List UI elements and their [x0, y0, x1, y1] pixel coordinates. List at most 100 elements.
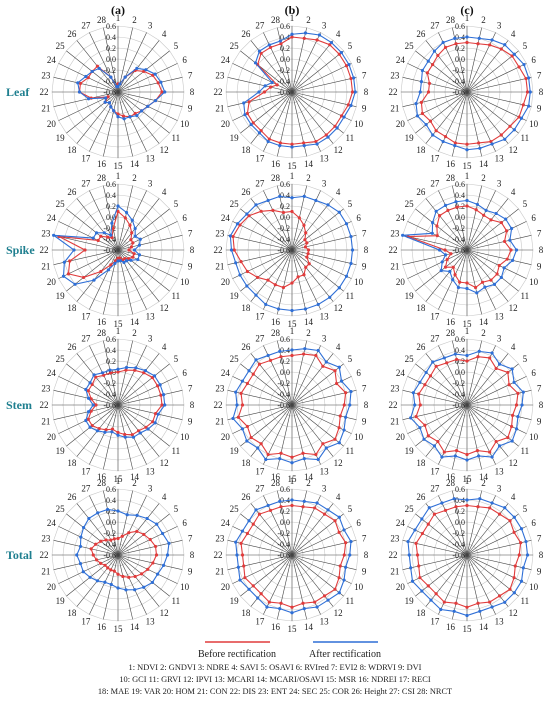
- spoke: [103, 27, 119, 93]
- spoke-label: 5: [174, 41, 179, 51]
- point-after: [418, 90, 422, 94]
- point-before: [305, 255, 309, 259]
- spoke-label: 17: [81, 467, 91, 477]
- point-before: [111, 226, 115, 231]
- radial-tick-label: 0.6: [106, 180, 116, 189]
- point-before: [297, 216, 301, 220]
- point-after: [138, 237, 142, 241]
- radial-tick-label: 0.6: [106, 22, 116, 31]
- point-before: [454, 505, 458, 509]
- radial-tick-label: -0.6: [103, 551, 116, 560]
- spoke-label: 23: [215, 534, 225, 544]
- spoke-label: 3: [322, 483, 327, 493]
- point-after: [342, 528, 346, 532]
- spoke-label: 3: [322, 178, 327, 188]
- spoke: [425, 404, 468, 457]
- point-after: [475, 291, 479, 295]
- spoke-label: 26: [67, 187, 77, 197]
- spoke: [263, 249, 293, 310]
- spoke-label: 8: [364, 87, 369, 97]
- point-after: [116, 259, 120, 263]
- radar-panel: 1 234567891011121314151617181920212223242…: [40, 171, 195, 329]
- point-after: [140, 109, 144, 113]
- point-after: [138, 431, 142, 435]
- point-before: [514, 403, 519, 407]
- spoke: [466, 554, 482, 620]
- point-before: [120, 534, 124, 538]
- point-before: [86, 76, 90, 80]
- spoke-label: 5: [523, 354, 528, 364]
- point-before: [508, 519, 512, 523]
- spoke: [452, 404, 468, 470]
- radial-tick-label: -0.4: [103, 540, 116, 549]
- spoke-label: 25: [230, 199, 240, 209]
- point-after: [504, 217, 508, 221]
- point-after: [409, 566, 413, 570]
- point-after: [510, 367, 514, 371]
- point-after: [257, 131, 262, 135]
- point-before: [517, 65, 521, 69]
- point-before: [497, 594, 502, 598]
- spoke-label: 24: [47, 213, 57, 223]
- radar-panel: 1 234567891011121314151617181920212223242…: [389, 476, 544, 634]
- point-after: [302, 457, 306, 461]
- point-before: [476, 42, 480, 46]
- spoke: [466, 91, 532, 107]
- point-after: [314, 198, 318, 203]
- spoke: [250, 91, 293, 144]
- point-after: [510, 439, 514, 443]
- point-before: [314, 353, 318, 358]
- point-before: [245, 424, 249, 429]
- spoke-label: 3: [148, 333, 153, 343]
- point-before: [507, 383, 511, 387]
- radial-tick-label: 0.0: [280, 518, 290, 527]
- spoke: [466, 404, 509, 457]
- radial-tick-label: 0.6: [280, 335, 290, 344]
- spoke-label: 18: [241, 458, 251, 468]
- spoke: [117, 249, 170, 292]
- radial-tick-label: 0.2: [455, 44, 465, 53]
- spoke: [291, 554, 334, 607]
- point-before: [495, 272, 499, 276]
- spoke: [291, 249, 352, 279]
- point-before: [127, 256, 131, 261]
- point-after: [84, 74, 88, 79]
- point-before: [344, 64, 349, 68]
- point-before: [443, 135, 448, 139]
- spoke-label: 8: [364, 245, 369, 255]
- spoke: [250, 353, 293, 406]
- spoke-label: 24: [396, 55, 406, 65]
- spoke-label: 1: [465, 171, 470, 181]
- spoke-label: 12: [509, 145, 518, 155]
- spoke-label: 15: [114, 161, 124, 171]
- point-before: [313, 600, 317, 604]
- point-before: [497, 512, 502, 516]
- spoke-label: 16: [446, 472, 456, 482]
- spoke-label: 26: [67, 492, 77, 502]
- spoke-label: 16: [97, 622, 107, 632]
- spoke-label: 3: [322, 333, 327, 343]
- point-after: [453, 454, 457, 458]
- spoke-label: 26: [416, 342, 426, 352]
- spoke-label: 5: [348, 199, 353, 209]
- point-before: [91, 553, 95, 557]
- point-before: [296, 275, 300, 279]
- point-before: [418, 403, 422, 407]
- point-before: [116, 572, 120, 576]
- point-after: [527, 76, 531, 80]
- point-after: [344, 565, 348, 569]
- point-after: [419, 80, 424, 84]
- point-before: [465, 359, 469, 363]
- point-after: [95, 429, 100, 433]
- point-after: [410, 579, 415, 583]
- point-before: [231, 234, 235, 239]
- spoke-label: 5: [523, 199, 528, 209]
- spoke-label: 16: [271, 472, 281, 482]
- point-before: [99, 234, 103, 238]
- radial-tick-label: 0.0: [455, 55, 465, 64]
- point-after: [422, 437, 426, 441]
- point-before: [314, 139, 318, 144]
- point-before: [154, 553, 159, 557]
- point-after: [342, 115, 346, 119]
- spoke-label: 19: [230, 291, 240, 301]
